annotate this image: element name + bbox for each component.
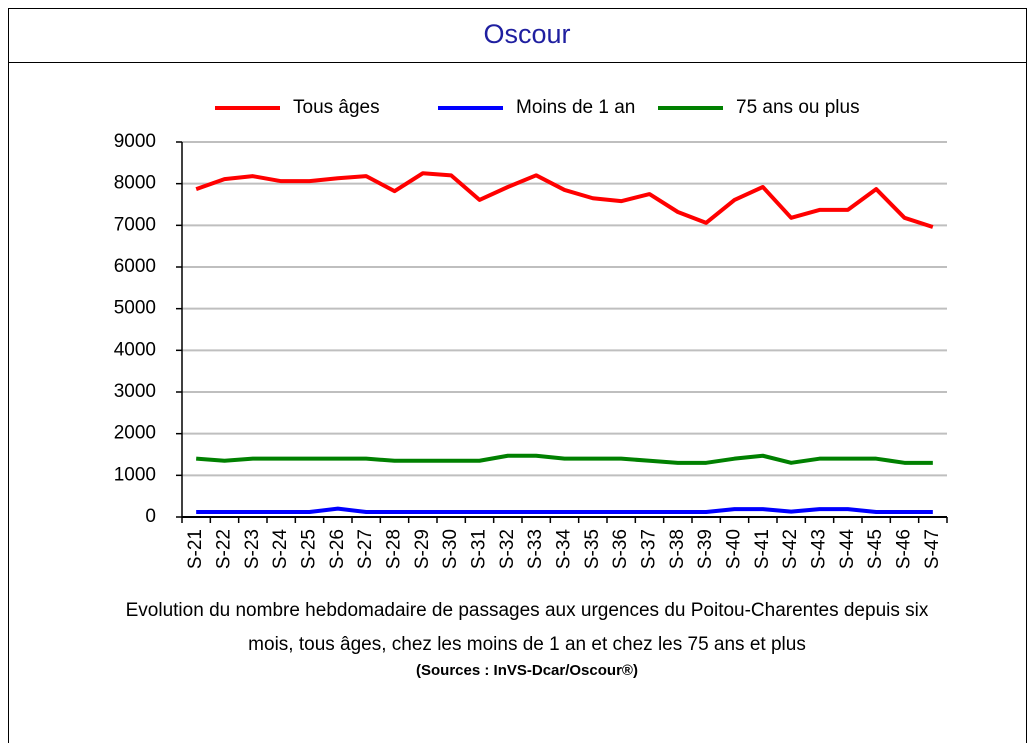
x-tick-label: S-34	[554, 529, 575, 570]
x-tick-label: S-30	[440, 529, 461, 569]
chart-title: Oscour	[483, 19, 570, 49]
x-tick-label: S-21	[185, 529, 206, 569]
x-tick-label: S-47	[922, 529, 943, 569]
x-tick-label: S-24	[270, 529, 291, 570]
legend-label: 75 ans ou plus	[736, 97, 860, 118]
x-tick-label: S-28	[384, 529, 405, 569]
caption: Evolution du nombre hebdomadaire de pass…	[126, 600, 929, 621]
x-tick-label: S-22	[214, 529, 235, 569]
x-tick-label: S-44	[837, 529, 858, 570]
y-tick-label: 3000	[114, 381, 156, 402]
y-tick-label: 5000	[114, 298, 156, 319]
x-tick-label: S-41	[752, 529, 773, 569]
legend-label: Tous âges	[293, 97, 380, 118]
series-line	[196, 506, 933, 514]
y-tick-label: 2000	[114, 423, 156, 444]
x-tick-label: S-26	[327, 529, 348, 569]
y-tick-label: 9000	[114, 131, 156, 152]
x-tick-label: S-23	[242, 529, 263, 569]
x-tick-label: S-35	[582, 529, 603, 569]
x-tick-label: S-25	[299, 529, 320, 569]
series-line	[195, 171, 934, 229]
x-tick-label: S-36	[610, 529, 631, 569]
legend-label: Moins de 1 an	[516, 97, 635, 118]
x-tick-label: S-45	[865, 529, 886, 569]
y-tick-label: 6000	[114, 256, 156, 277]
y-tick-label: 7000	[114, 214, 156, 235]
x-tick-label: S-27	[355, 529, 376, 569]
x-tick-label: S-46	[894, 529, 915, 569]
series-line	[196, 453, 933, 465]
x-tick-label: S-40	[724, 529, 745, 569]
y-tick-label: 4000	[114, 339, 156, 360]
y-tick-label: 8000	[114, 173, 156, 194]
x-tick-label: S-39	[695, 529, 716, 569]
x-tick-label: S-38	[667, 529, 688, 569]
x-tick-label: S-43	[809, 529, 830, 569]
x-tick-label: S-42	[780, 529, 801, 569]
source: (Sources : InVS-Dcar/Oscour®)	[416, 662, 638, 679]
x-tick-label: S-31	[469, 529, 490, 569]
y-tick-label: 0	[145, 506, 156, 527]
x-tick-label: S-29	[412, 529, 433, 569]
y-tick-label: 1000	[114, 464, 156, 485]
caption: mois, tous âges, chez les moins de 1 an …	[248, 634, 806, 655]
x-tick-label: S-32	[497, 529, 518, 569]
x-tick-label: S-37	[639, 529, 660, 569]
x-tick-label: S-33	[525, 529, 546, 569]
